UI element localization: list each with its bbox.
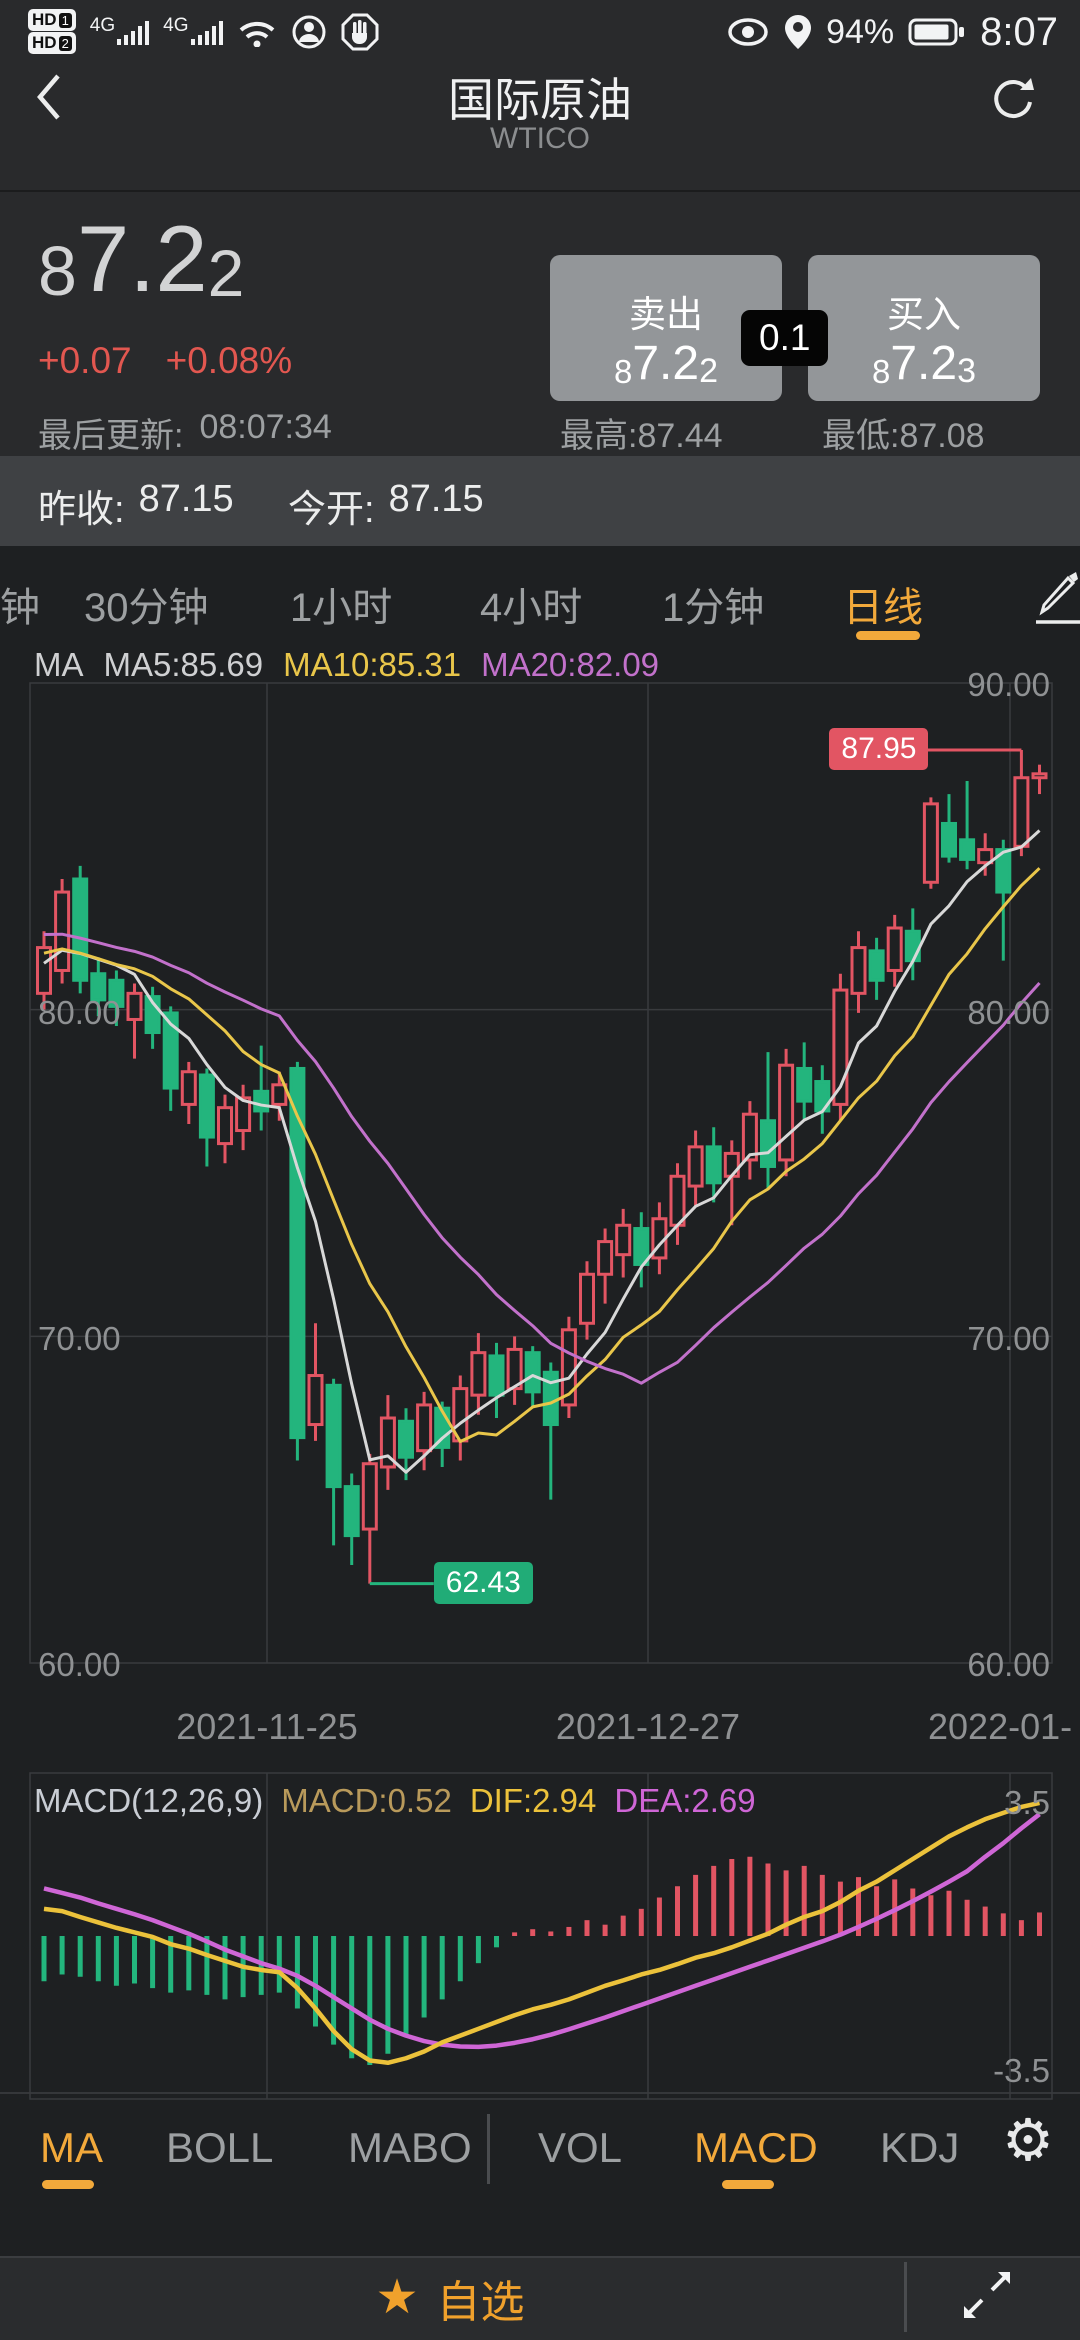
indicator-tab-macd[interactable]: MACD bbox=[694, 2124, 818, 2171]
low-marker-label: 62.43 bbox=[433, 1561, 533, 1604]
legend-macd-value: MACD:0.52 bbox=[281, 1782, 452, 1819]
indicator-bar-divider bbox=[0, 2092, 1080, 2094]
today-open: 今开: 87.15 bbox=[288, 478, 484, 531]
legend-dea: DEA:2.69 bbox=[614, 1782, 756, 1819]
hd-badges: HD 1 HD 2 bbox=[28, 8, 76, 55]
indicator-tab-mabo[interactable]: MABO bbox=[348, 2124, 472, 2171]
tab-1hour[interactable]: 1小时 bbox=[290, 586, 393, 630]
legend-dif: DIF:2.94 bbox=[469, 1782, 597, 1819]
bottom-bar-divider bbox=[904, 2262, 907, 2332]
tab-daily[interactable]: 日线 bbox=[843, 586, 923, 630]
indicator-settings-gear-icon[interactable]: ⚙ bbox=[1002, 2108, 1054, 2173]
day-low: 最低:87.08 bbox=[822, 417, 985, 455]
indicator-tab-kdj[interactable]: KDJ bbox=[880, 2124, 960, 2171]
indicator-tab-ma-underline bbox=[42, 2180, 94, 2189]
buy-button[interactable]: 买入 8 7.2 3 bbox=[808, 255, 1040, 401]
x-label-2: 2021-12-27 bbox=[555, 1706, 741, 1747]
macd-legend: MACD(12,26,9) MACD:0.52 DIF:2.94 DEA:2.6… bbox=[34, 1782, 756, 1820]
symbol-subtitle: WTICO bbox=[490, 122, 590, 155]
x-label-1: 2021-11-25 bbox=[176, 1706, 358, 1747]
clock: 8:07 bbox=[980, 9, 1058, 54]
y-tick-60-left: 60.00 bbox=[38, 1646, 121, 1683]
legend-ma5: MA5:85.69 bbox=[103, 646, 264, 683]
macd-tick-bottom: -3.5 bbox=[993, 2052, 1050, 2089]
indicator-tab-vol[interactable]: VOL bbox=[538, 2124, 623, 2171]
location-icon bbox=[785, 15, 812, 49]
back-button[interactable] bbox=[34, 72, 64, 122]
header-divider bbox=[0, 190, 1080, 192]
tab-timeframe-partial[interactable]: 钟 bbox=[0, 586, 40, 630]
add-favorite-button[interactable]: ★ 自选 bbox=[0, 2256, 900, 2340]
tab-1min[interactable]: 1分钟 bbox=[662, 586, 765, 630]
day-high: 最高:87.44 bbox=[560, 417, 723, 455]
ma-legend: MA MA5:85.69 MA10:85.31 MA20:82.09 bbox=[34, 646, 659, 684]
y-tick-60-right: 60.00 bbox=[967, 1646, 1050, 1683]
legend-ma10: MA10:85.31 bbox=[283, 646, 462, 683]
favorite-label: 自选 bbox=[436, 2278, 525, 2327]
macd-tick-top: 3.5 bbox=[1004, 1784, 1050, 1821]
price-change-row: +0.07 +0.08% bbox=[38, 340, 292, 382]
last-update: 最后更新: 08:07:34 bbox=[38, 408, 332, 455]
hand-blocked-icon bbox=[341, 13, 379, 50]
indicator-tab-macd-underline bbox=[722, 2180, 774, 2189]
legend-ma: MA bbox=[34, 646, 84, 683]
fullscreen-icon[interactable] bbox=[956, 2264, 1020, 2328]
last-price: 8 7.2 2 bbox=[38, 206, 245, 311]
tab-30min[interactable]: 30分钟 bbox=[84, 586, 209, 630]
indicator-tab-divider bbox=[487, 2114, 490, 2184]
y-tick-80-left: 80.00 bbox=[38, 994, 121, 1031]
refresh-button[interactable] bbox=[986, 74, 1038, 126]
price-change: +0.07 bbox=[38, 340, 132, 381]
eye-icon bbox=[728, 18, 768, 46]
prev-close: 昨收: 87.15 bbox=[38, 478, 234, 531]
y-tick-70-left: 70.00 bbox=[38, 1320, 121, 1357]
price-change-percent: +0.08% bbox=[165, 340, 293, 381]
profile-icon bbox=[292, 15, 326, 48]
bottom-bar bbox=[0, 2256, 1080, 2340]
edit-kline-icon[interactable] bbox=[1030, 568, 1080, 628]
tab-4hour[interactable]: 4小时 bbox=[480, 586, 583, 630]
x-label-3: 2022-01- bbox=[928, 1706, 1073, 1747]
battery-percent: 94% bbox=[826, 12, 895, 51]
wifi-icon bbox=[239, 21, 274, 47]
indicator-tab-boll[interactable]: BOLL bbox=[166, 2124, 274, 2171]
prev-open-band bbox=[0, 456, 1080, 546]
y-tick-80-right: 80.00 bbox=[967, 994, 1050, 1031]
y-tick-90: 90.00 bbox=[967, 666, 1050, 703]
indicator-tab-ma[interactable]: MA bbox=[40, 2124, 103, 2171]
tab-daily-underline bbox=[856, 631, 920, 640]
status-bar-right: 94% 8:07 bbox=[726, 8, 1058, 56]
status-bar-left: HD 1 HD 2 4G 4G bbox=[28, 8, 379, 55]
signal-icon-1: 4G bbox=[90, 15, 150, 45]
battery-icon bbox=[908, 18, 965, 46]
page-title: 国际原油 bbox=[448, 74, 632, 126]
legend-macd-params: MACD(12,26,9) bbox=[34, 1782, 264, 1819]
signal-icon-2: 4G bbox=[163, 15, 223, 45]
legend-ma20: MA20:82.09 bbox=[481, 646, 660, 683]
y-tick-70-right: 70.00 bbox=[967, 1320, 1050, 1357]
spread-badge: 0.1 bbox=[741, 310, 829, 366]
high-marker-label: 87.95 bbox=[829, 727, 929, 770]
star-icon: ★ bbox=[375, 2271, 419, 2324]
